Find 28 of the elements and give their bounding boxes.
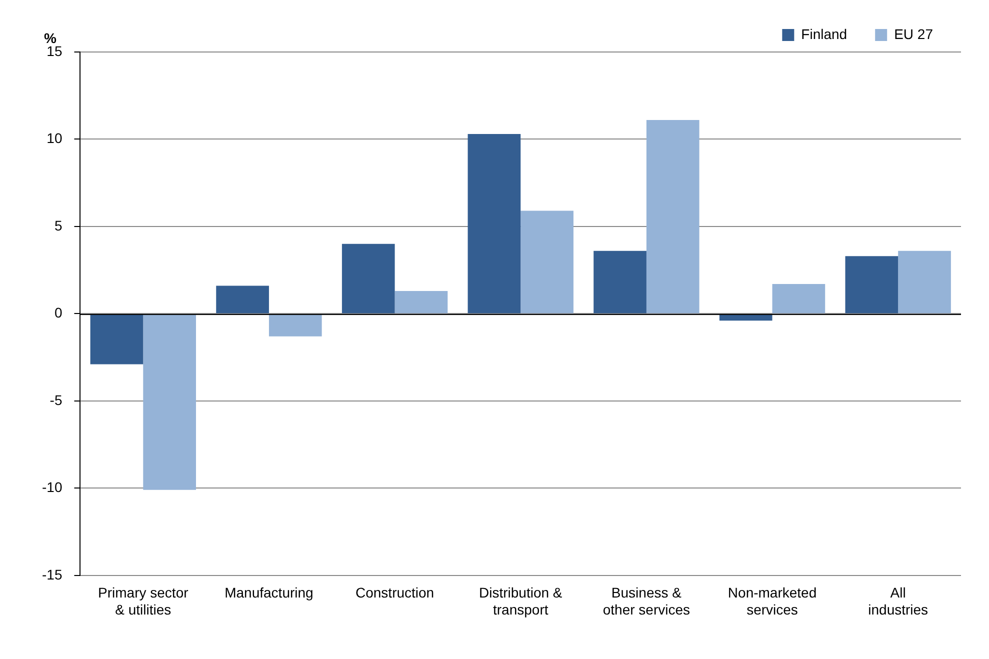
- bar: [845, 256, 898, 314]
- x-tick-label: Distribution & transport: [478, 584, 563, 618]
- bar: [772, 284, 826, 314]
- x-tick-label: All industries: [868, 584, 928, 618]
- bar: [216, 286, 269, 314]
- legend-label: Finland: [801, 26, 848, 42]
- y-tick-label: -10: [42, 479, 62, 496]
- bar: [594, 250, 646, 314]
- bar: [468, 134, 521, 314]
- bar: [268, 314, 322, 336]
- x-tick-label: Primary sector & utilities: [98, 584, 189, 618]
- y-tick-label: 5: [54, 217, 62, 234]
- x-tick-label: Non-marketed services: [728, 584, 817, 618]
- bar: [646, 120, 700, 314]
- bar: [342, 244, 395, 314]
- bar: [143, 314, 196, 490]
- bar: [520, 210, 574, 314]
- x-tick-label: Manufacturing: [224, 584, 314, 601]
- legend-label: EU 27: [894, 26, 934, 42]
- x-tick-label: Construction: [355, 584, 434, 601]
- bar: [90, 314, 144, 364]
- y-tick-label: -5: [50, 392, 62, 408]
- bar: [898, 250, 951, 314]
- y-tick-label: 10: [46, 130, 62, 146]
- bar: [394, 291, 448, 314]
- y-tick-label: 0: [54, 304, 62, 321]
- x-tick-label: Business & other services: [602, 584, 690, 618]
- y-tick-label: -15: [42, 566, 62, 582]
